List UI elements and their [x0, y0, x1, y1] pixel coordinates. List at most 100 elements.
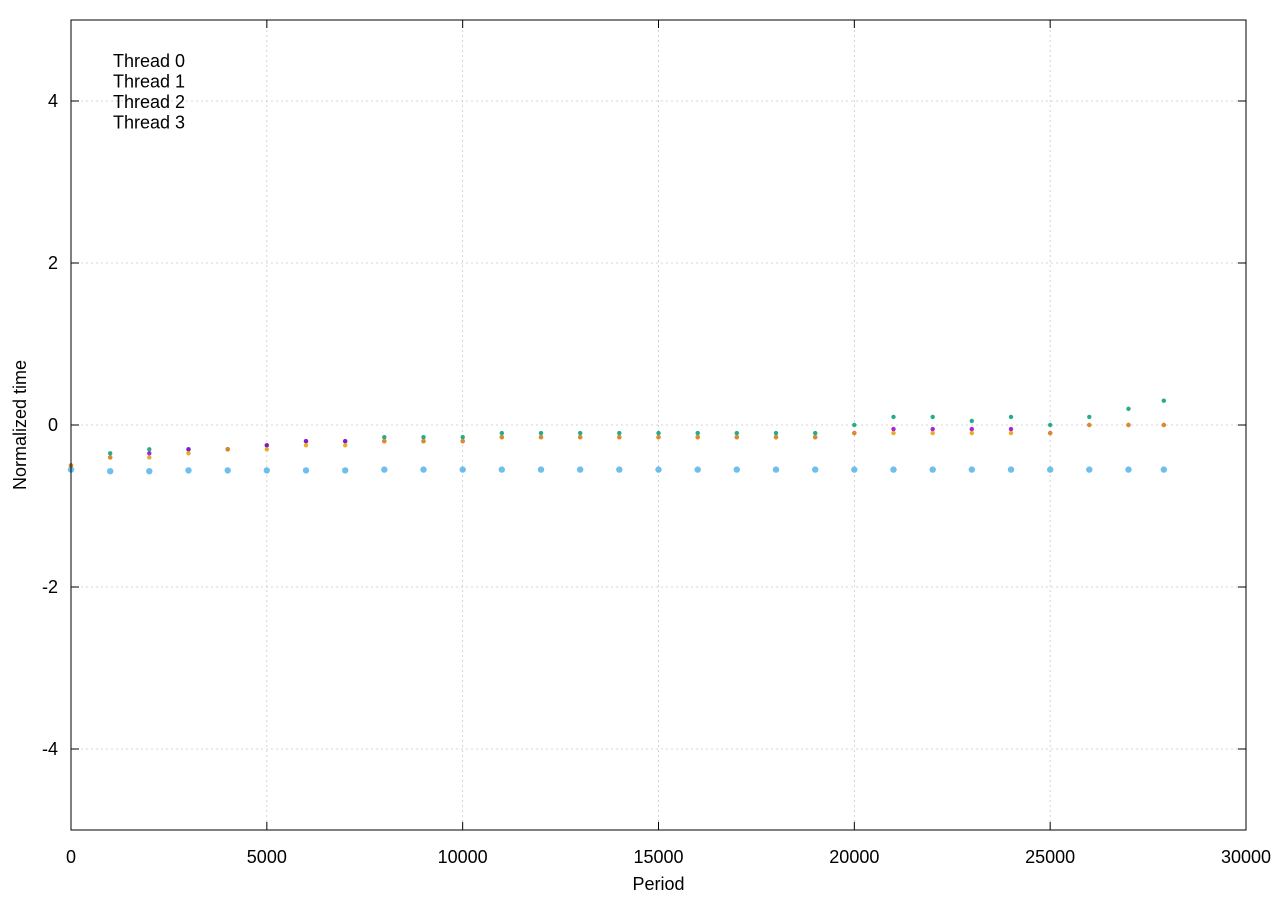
- data-point: [968, 466, 975, 473]
- data-point: [617, 435, 622, 440]
- data-point: [1126, 406, 1131, 411]
- data-point: [616, 466, 623, 473]
- data-point: [890, 466, 897, 473]
- data-point: [930, 426, 935, 432]
- data-point: [382, 439, 387, 444]
- data-point: [695, 430, 700, 436]
- data-point: [891, 430, 896, 436]
- data-point: [225, 447, 230, 452]
- data-point: [382, 435, 387, 440]
- series-3: [68, 422, 1167, 468]
- data-point: [343, 439, 348, 444]
- data-point: [147, 455, 152, 460]
- data-point: [147, 447, 152, 452]
- data-point: [460, 435, 465, 440]
- data-point: [186, 451, 191, 456]
- data-point: [1047, 466, 1054, 473]
- data-point: [969, 430, 974, 436]
- data-point: [263, 467, 270, 474]
- data-point: [1087, 422, 1092, 428]
- data-point: [499, 435, 504, 440]
- data-point: [1048, 430, 1053, 436]
- y-axis-label: Normalized time: [10, 360, 30, 490]
- data-point: [734, 435, 739, 440]
- data-point: [538, 430, 544, 436]
- data-point: [929, 466, 936, 473]
- data-point: [969, 418, 974, 424]
- data-point: [421, 435, 426, 440]
- y-tick-label: -4: [42, 739, 58, 759]
- data-point: [1161, 398, 1167, 403]
- series-1: [68, 398, 1167, 468]
- data-point: [538, 435, 544, 440]
- grid: [70, 20, 1247, 830]
- y-tick-label: -2: [42, 577, 58, 597]
- data-point: [146, 468, 153, 475]
- x-tick-label: 25000: [1025, 847, 1075, 867]
- data-point: [460, 439, 465, 444]
- x-axis-label: Period: [632, 874, 684, 894]
- data-point: [108, 455, 113, 460]
- data-point: [1007, 466, 1015, 473]
- data-point: [343, 443, 348, 448]
- data-point: [224, 467, 231, 474]
- data-point: [930, 414, 935, 420]
- legend-label: Thread 0: [113, 51, 185, 71]
- data-point: [303, 443, 309, 448]
- x-tick-label: 15000: [633, 847, 683, 867]
- data-point: [733, 466, 740, 473]
- data-point: [108, 451, 113, 456]
- data-point: [578, 430, 583, 436]
- ticks: 0 5000 10000 15000 20000 25000 30000 -4 -2 0 2 4: [42, 20, 1271, 867]
- data-point: [617, 430, 622, 436]
- data-point: [656, 430, 661, 436]
- data-point: [1086, 466, 1093, 473]
- data-point: [1160, 466, 1168, 473]
- x-tick-label: 5000: [247, 847, 287, 867]
- data-point: [813, 435, 818, 440]
- data-point: [186, 447, 191, 452]
- data-point: [381, 466, 388, 473]
- data-point: [773, 435, 779, 440]
- data-point: [773, 430, 779, 436]
- data-point: [147, 451, 152, 456]
- data-point: [852, 422, 857, 428]
- data-point: [1008, 426, 1014, 432]
- data-points: [67, 398, 1168, 475]
- data-point: [578, 435, 583, 440]
- data-point: [577, 466, 584, 473]
- data-point: [1008, 430, 1014, 436]
- data-point: [852, 430, 857, 436]
- x-tick-label: 10000: [438, 847, 488, 867]
- x-tick-label: 0: [66, 847, 76, 867]
- data-point: [264, 447, 269, 452]
- data-point: [812, 466, 819, 473]
- data-point: [498, 466, 505, 473]
- data-point: [813, 430, 818, 436]
- data-point: [851, 466, 858, 473]
- data-point: [656, 435, 661, 440]
- series-0: [67, 466, 1168, 475]
- data-point: [107, 468, 114, 475]
- data-point: [891, 426, 896, 432]
- legend-label: Thread 3: [113, 113, 185, 133]
- data-point: [734, 430, 739, 436]
- data-point: [185, 467, 192, 474]
- data-point: [302, 467, 310, 474]
- data-point: [537, 466, 545, 473]
- data-point: [1048, 422, 1053, 428]
- data-point: [421, 439, 426, 444]
- data-point: [264, 443, 269, 448]
- data-point: [695, 435, 700, 440]
- y-tick-label: 4: [48, 91, 58, 111]
- data-point: [420, 466, 427, 473]
- x-tick-label: 30000: [1221, 847, 1271, 867]
- data-point: [694, 466, 701, 473]
- series-2: [68, 422, 1167, 468]
- y-tick-label: 0: [48, 415, 58, 435]
- data-point: [1161, 422, 1167, 428]
- x-tick-label: 20000: [829, 847, 879, 867]
